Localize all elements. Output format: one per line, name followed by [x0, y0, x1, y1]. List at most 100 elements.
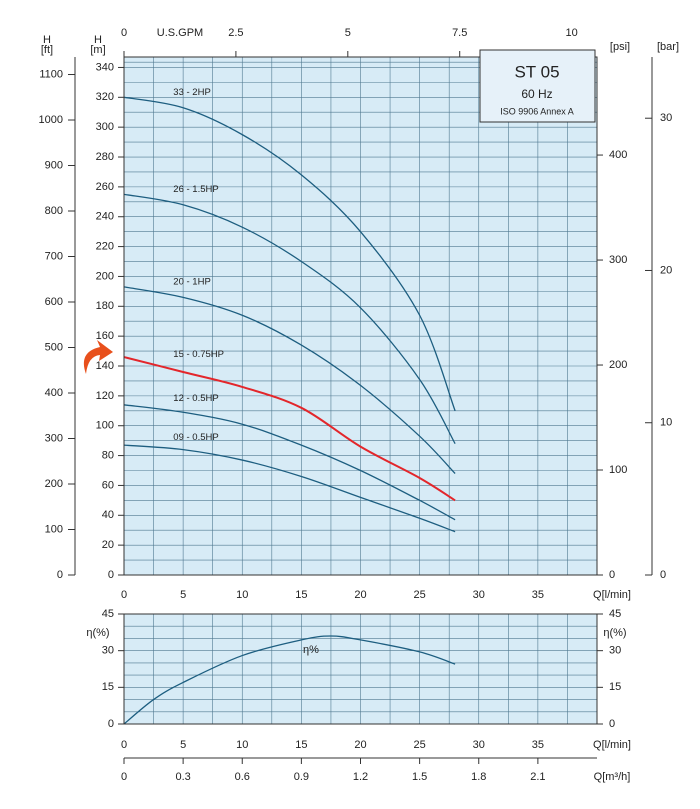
curve	[123, 96, 456, 412]
series-label: 12 - 0.5HP	[173, 393, 218, 404]
x-label: Q[l/min]	[593, 589, 631, 601]
m-label: [m]	[90, 44, 105, 56]
series-label: 33 - 2HP	[173, 87, 211, 98]
bar-tick-label: 10	[660, 417, 672, 429]
plot-border	[123, 56, 598, 576]
eff-label: η(%)	[86, 627, 109, 639]
x-tick-label: 30	[473, 589, 485, 601]
ft-tick-label: 300	[45, 432, 63, 444]
gpm-tick-label: 2.5	[228, 27, 243, 39]
y-tick-label-right: 45	[609, 608, 621, 620]
curve	[123, 444, 456, 533]
grid: 0 5 10 15 20 25 30 3502040608010012014016018020…	[39, 27, 673, 783]
x-tick-label: 25	[414, 589, 426, 601]
y-tick-label: 80	[102, 449, 114, 461]
y-tick-label: 240	[96, 211, 114, 223]
x-tick-label: 0	[121, 589, 127, 601]
y-tick-label-right: 0	[609, 718, 615, 730]
m3h-tick-label: 1.2	[353, 771, 368, 783]
ft-tick-label: 100	[45, 523, 63, 535]
series-label: 26 - 1.5HP	[173, 184, 218, 195]
psi-tick-label: 400	[609, 149, 627, 161]
x-tick-label: 5	[180, 589, 186, 601]
m3h-tick-label: 1.5	[412, 771, 427, 783]
x-tick-label: 35	[532, 589, 544, 601]
y-tick-label: 20	[102, 539, 114, 551]
gpm-label: U.S.GPM	[157, 27, 203, 39]
ft-tick-label: 900	[45, 159, 63, 171]
m3h-tick-label: 0.9	[294, 771, 309, 783]
x-tick-label: 15	[295, 739, 307, 751]
x-tick-label: 10	[236, 739, 248, 751]
series-label: 15 - 0.75HP	[173, 349, 224, 360]
y-tick-label: 30	[102, 645, 114, 657]
m3h-tick-label: 2.1	[530, 771, 545, 783]
y-tick-label: 160	[96, 330, 114, 342]
y-tick-label-right: 30	[609, 645, 621, 657]
ft-tick-label: 600	[45, 296, 63, 308]
y-tick-label: 60	[102, 479, 114, 491]
x-tick-label: 20	[354, 739, 366, 751]
ft-tick-label: 1100	[39, 68, 63, 80]
x-tick-label: 5	[180, 739, 186, 751]
x-tick-label: 30	[473, 739, 485, 751]
psi-label: [psi]	[610, 41, 630, 53]
eff-label-right: η(%)	[603, 627, 626, 639]
y-tick-label: 0	[108, 569, 114, 581]
m3h-tick-label: 0.6	[235, 771, 250, 783]
y-tick-label: 180	[96, 300, 114, 312]
curve	[123, 404, 456, 521]
info-box	[479, 49, 596, 123]
y-tick-label: 120	[96, 390, 114, 402]
bar-tick-label: 0	[660, 569, 666, 581]
ft-tick-label: 400	[45, 387, 63, 399]
gpm-tick-label: 5	[345, 27, 351, 39]
y-tick-label: 220	[96, 240, 114, 252]
m3h-tick-label: 1.8	[471, 771, 486, 783]
gpm-tick-label: 7.5	[452, 27, 467, 39]
marks: 33 - 2HP 26 - 1.5HP 20 - 1HP 15 - 0.75HP 12 …	[123, 87, 456, 725]
bar-label: [bar]	[657, 41, 679, 53]
frequency: 60 Hz	[521, 87, 552, 101]
x-label: Q[l/min]	[593, 739, 631, 751]
x-tick-label: 15	[295, 589, 307, 601]
series-label: η%	[303, 644, 319, 656]
x-tick-label: 10	[236, 589, 248, 601]
arrow-icon	[83, 340, 113, 374]
ft-tick-label: 200	[45, 478, 63, 490]
psi-tick-label: 200	[609, 359, 627, 371]
model: ST 05	[514, 62, 559, 81]
ft-tick-label: 500	[45, 341, 63, 353]
curve	[123, 193, 456, 444]
curve	[123, 286, 456, 474]
y-tick-label: 0	[108, 718, 114, 730]
m3h-tick-label: 0	[121, 771, 127, 783]
y-tick-label: 15	[102, 681, 114, 693]
m3h-label: Q[m³/h]	[594, 771, 631, 783]
ft-tick-label: 0	[57, 569, 63, 581]
y-tick-label: 300	[96, 121, 114, 133]
m-symbol: H	[94, 34, 102, 46]
y-tick-label-right: 15	[609, 681, 621, 693]
ft-label: [ft]	[41, 44, 53, 56]
y-tick-label: 140	[96, 360, 114, 372]
series-label: 20 - 1HP	[173, 277, 211, 288]
y-tick-label: 100	[96, 420, 114, 432]
series-label: 09 - 0.5HP	[173, 432, 218, 443]
bar-tick-label: 30	[660, 112, 672, 124]
gpm-tick-label: 10	[565, 27, 577, 39]
y-tick-label: 280	[96, 151, 114, 163]
ft-symbol: H	[43, 34, 51, 46]
curve	[123, 356, 456, 502]
y-tick-label: 260	[96, 181, 114, 193]
y-tick-label: 40	[102, 509, 114, 521]
y-tick-label: 320	[96, 91, 114, 103]
psi-tick-label: 100	[609, 464, 627, 476]
psi-tick-label: 300	[609, 254, 627, 266]
standard: ISO 9906 Annex A	[500, 106, 574, 116]
y-tick-label: 340	[96, 61, 114, 73]
x-tick-label: 35	[532, 739, 544, 751]
bar-tick-label: 20	[660, 264, 672, 276]
x-tick-label: 20	[354, 589, 366, 601]
